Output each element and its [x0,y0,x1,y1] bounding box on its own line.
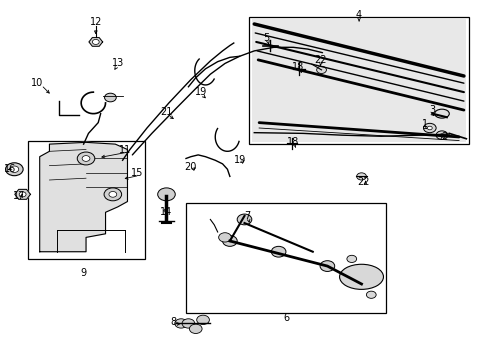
Text: 20: 20 [184,162,197,172]
Circle shape [423,123,435,133]
Circle shape [5,163,23,176]
Text: 9: 9 [81,268,86,278]
Circle shape [196,315,209,324]
Circle shape [104,93,116,102]
Circle shape [19,192,26,197]
Text: 16: 16 [4,164,17,174]
Circle shape [182,319,194,328]
Text: 22: 22 [313,55,325,65]
Circle shape [218,233,231,242]
Text: 13: 13 [111,58,123,68]
Text: 12: 12 [89,17,102,27]
Text: 7: 7 [244,211,249,221]
Bar [251,19,466,142]
Text: 19: 19 [233,155,245,165]
Text: 14: 14 [160,207,172,217]
Polygon shape [40,142,127,252]
Ellipse shape [339,264,383,289]
Circle shape [427,126,431,130]
Polygon shape [89,37,102,46]
Text: 22: 22 [357,177,369,187]
Circle shape [237,214,251,225]
Bar [249,17,468,144]
Circle shape [222,235,237,246]
Circle shape [356,173,366,180]
Circle shape [10,166,19,172]
Text: 18: 18 [286,138,299,147]
Text: 21: 21 [160,107,172,117]
Circle shape [439,134,443,136]
Ellipse shape [434,109,448,118]
Circle shape [316,66,326,73]
Text: 11: 11 [119,144,131,154]
Circle shape [189,324,202,333]
Circle shape [435,131,447,139]
Text: 19: 19 [194,87,206,97]
Circle shape [77,152,95,165]
Circle shape [82,156,90,161]
Text: 10: 10 [31,78,43,88]
Circle shape [92,40,99,44]
Text: 17: 17 [13,191,25,201]
Circle shape [271,246,285,257]
Text: 8: 8 [170,317,177,327]
Text: 1: 1 [421,120,427,129]
Text: 3: 3 [428,105,434,115]
Bar [185,203,385,313]
Circle shape [346,255,356,262]
Circle shape [366,291,375,298]
Text: 15: 15 [131,168,143,178]
Circle shape [104,188,122,201]
Circle shape [174,319,187,328]
Circle shape [158,188,175,201]
Circle shape [109,192,117,197]
Text: 6: 6 [282,313,288,323]
Text: 5: 5 [263,33,269,43]
Text: 2: 2 [440,132,447,142]
Bar [27,140,144,259]
Text: 4: 4 [355,10,362,20]
Text: 18: 18 [291,62,304,72]
Polygon shape [15,189,30,199]
Circle shape [320,261,334,271]
